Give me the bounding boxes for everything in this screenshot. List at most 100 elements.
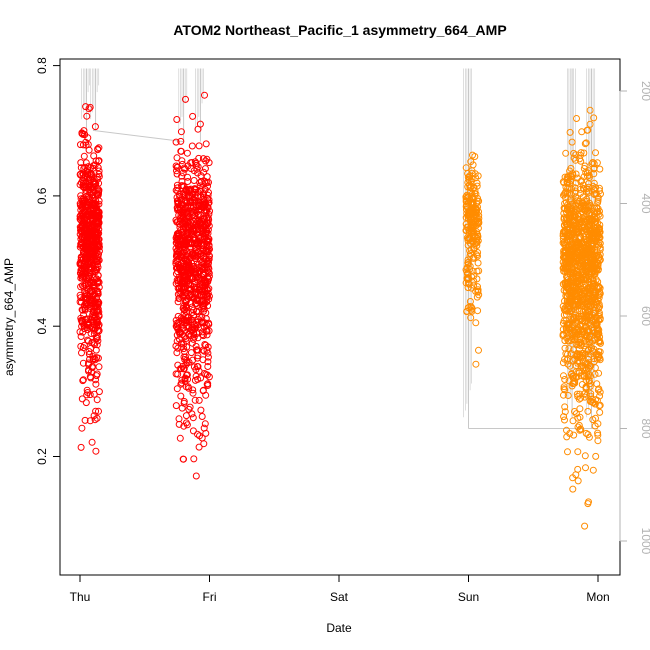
data-point: [564, 392, 572, 399]
data-point: [560, 191, 567, 199]
data-point: [93, 333, 101, 341]
data-point: [576, 413, 584, 421]
data-point: [191, 278, 199, 286]
data-point: [565, 325, 573, 333]
data-point: [172, 162, 180, 170]
data-point: [593, 259, 601, 267]
data-point: [188, 142, 196, 150]
data-points: [76, 91, 604, 530]
data-point: [585, 377, 593, 385]
data-point: [77, 283, 85, 291]
y-axis-label: asymmetry_664_AMP: [2, 258, 16, 376]
data-point: [467, 314, 475, 322]
data-point: [197, 406, 205, 414]
data-point: [85, 359, 92, 367]
data-point: [181, 280, 189, 288]
data-point: [81, 231, 89, 239]
data-point: [591, 259, 599, 267]
data-point: [189, 190, 197, 198]
data-point: [467, 222, 475, 230]
data-point: [178, 404, 186, 412]
data-point: [76, 269, 84, 277]
data-point: [82, 300, 90, 308]
data-point: [581, 364, 589, 371]
data-point: [179, 284, 187, 292]
data-point: [88, 173, 96, 181]
data-point: [474, 252, 481, 260]
data-point: [202, 429, 210, 437]
data-point: [201, 282, 209, 289]
data-point: [569, 485, 577, 493]
data-point: [95, 187, 103, 195]
data-point: [595, 369, 603, 377]
data-point: [89, 362, 96, 370]
data-point: [173, 385, 181, 393]
data-point: [204, 199, 212, 207]
data-point: [95, 407, 102, 415]
data-point: [570, 313, 578, 321]
data-point: [182, 337, 190, 345]
data-point: [203, 155, 211, 163]
data-point: [183, 149, 191, 157]
data-point: [92, 380, 100, 388]
data-point: [591, 225, 599, 232]
data-point: [92, 447, 100, 455]
data-point: [578, 228, 586, 236]
data-point: [574, 465, 582, 473]
data-point: [84, 232, 92, 240]
data-point: [596, 337, 603, 344]
data-point: [593, 284, 601, 292]
data-point: [93, 341, 101, 349]
data-point: [200, 193, 208, 201]
data-point: [462, 195, 470, 203]
data-point: [584, 431, 592, 438]
data-point: [179, 201, 187, 209]
data-point: [177, 147, 185, 155]
data-point: [196, 182, 204, 190]
data-point: [80, 265, 88, 273]
data-point: [189, 427, 197, 435]
data-point: [562, 188, 570, 196]
data-point: [173, 116, 181, 123]
data-point: [580, 242, 588, 250]
data-point: [474, 259, 482, 267]
data-point: [200, 303, 208, 311]
data-point: [81, 416, 89, 424]
data-point: [561, 408, 569, 416]
data-point: [172, 402, 180, 410]
data-point: [87, 232, 95, 240]
data-point: [567, 164, 575, 172]
data-point: [581, 140, 589, 148]
data-point: [474, 194, 482, 202]
data-point: [185, 384, 193, 392]
data-point: [584, 373, 592, 381]
data-point: [575, 421, 583, 429]
data-point: [193, 308, 200, 316]
data-point: [91, 123, 99, 131]
data-point: [560, 372, 567, 380]
data-point: [590, 160, 598, 168]
data-point: [195, 142, 203, 150]
data-point: [562, 149, 570, 157]
data-point: [196, 199, 204, 207]
data-point: [178, 172, 186, 180]
x-tick-label: Sat: [330, 590, 349, 604]
data-point: [475, 267, 483, 275]
data-point: [80, 322, 88, 330]
data-point: [194, 321, 202, 329]
data-point: [562, 261, 570, 268]
data-point: [79, 282, 86, 290]
data-point: [579, 252, 587, 260]
data-point: [564, 189, 571, 197]
data-point: [584, 407, 592, 415]
data-point: [80, 127, 88, 135]
data-point: [205, 196, 213, 204]
data-point: [85, 350, 93, 358]
data-point: [190, 455, 198, 463]
data-point: [90, 152, 98, 160]
data-point: [475, 346, 482, 354]
data-point: [472, 190, 480, 198]
data-point: [174, 325, 182, 333]
data-point: [563, 433, 571, 441]
data-point: [184, 193, 192, 201]
